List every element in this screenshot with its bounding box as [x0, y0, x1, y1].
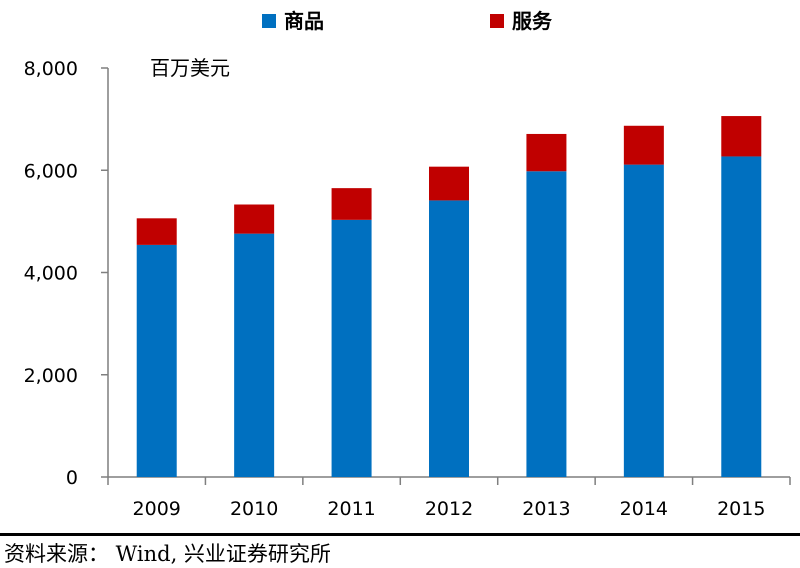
x-axis: 2009 2010 2011 2012 2013 2014 2015 — [107, 476, 791, 520]
bar-goods-2011 — [331, 219, 372, 477]
bar-goods-2012 — [429, 200, 469, 477]
y-tick-label: 0 — [66, 467, 78, 489]
x-tick-label: 2012 — [425, 498, 473, 520]
bar-goods-2013 — [526, 171, 567, 477]
legend-label: 商品 — [284, 9, 324, 33]
y-tick-label: 2,000 — [24, 365, 78, 387]
source-note: 资料来源： Wind, 兴业证券研究所 — [4, 542, 331, 566]
bar-goods-2009 — [136, 244, 177, 477]
stacked-bar-chart: 商品 服务 百万美元 0 2,000 4,000 6,000 8,000 2009 2010… — [24, 9, 791, 520]
unit-label: 百万美元 — [150, 56, 230, 80]
x-tick-label: 2011 — [327, 498, 375, 520]
bar-services-2010 — [234, 204, 275, 234]
y-tick-label: 8,000 — [24, 58, 78, 80]
bar-services-2012 — [429, 166, 469, 201]
legend-swatch — [262, 14, 276, 28]
legend: 商品 服务 — [262, 9, 553, 33]
bars — [136, 116, 762, 478]
bar-goods-2014 — [623, 164, 664, 477]
bar-services-2013 — [526, 133, 567, 172]
legend-swatch — [490, 14, 504, 28]
bar-services-2009 — [136, 218, 177, 245]
source-divider — [0, 533, 800, 536]
bar-goods-2010 — [234, 233, 275, 477]
x-tick-label: 2009 — [133, 498, 181, 520]
bar-services-2015 — [721, 116, 762, 157]
y-axis: 0 2,000 4,000 6,000 8,000 — [24, 58, 109, 489]
bar-goods-2015 — [721, 156, 762, 478]
y-tick-label: 6,000 — [24, 160, 78, 182]
x-tick-label: 2013 — [522, 498, 570, 520]
x-tick-label: 2014 — [620, 498, 668, 520]
y-tick-label: 4,000 — [24, 263, 78, 285]
bar-services-2011 — [331, 188, 372, 220]
x-tick-label: 2010 — [230, 498, 278, 520]
x-tick-label: 2015 — [717, 498, 765, 520]
legend-label: 服务 — [512, 9, 553, 33]
bar-services-2014 — [623, 125, 664, 165]
